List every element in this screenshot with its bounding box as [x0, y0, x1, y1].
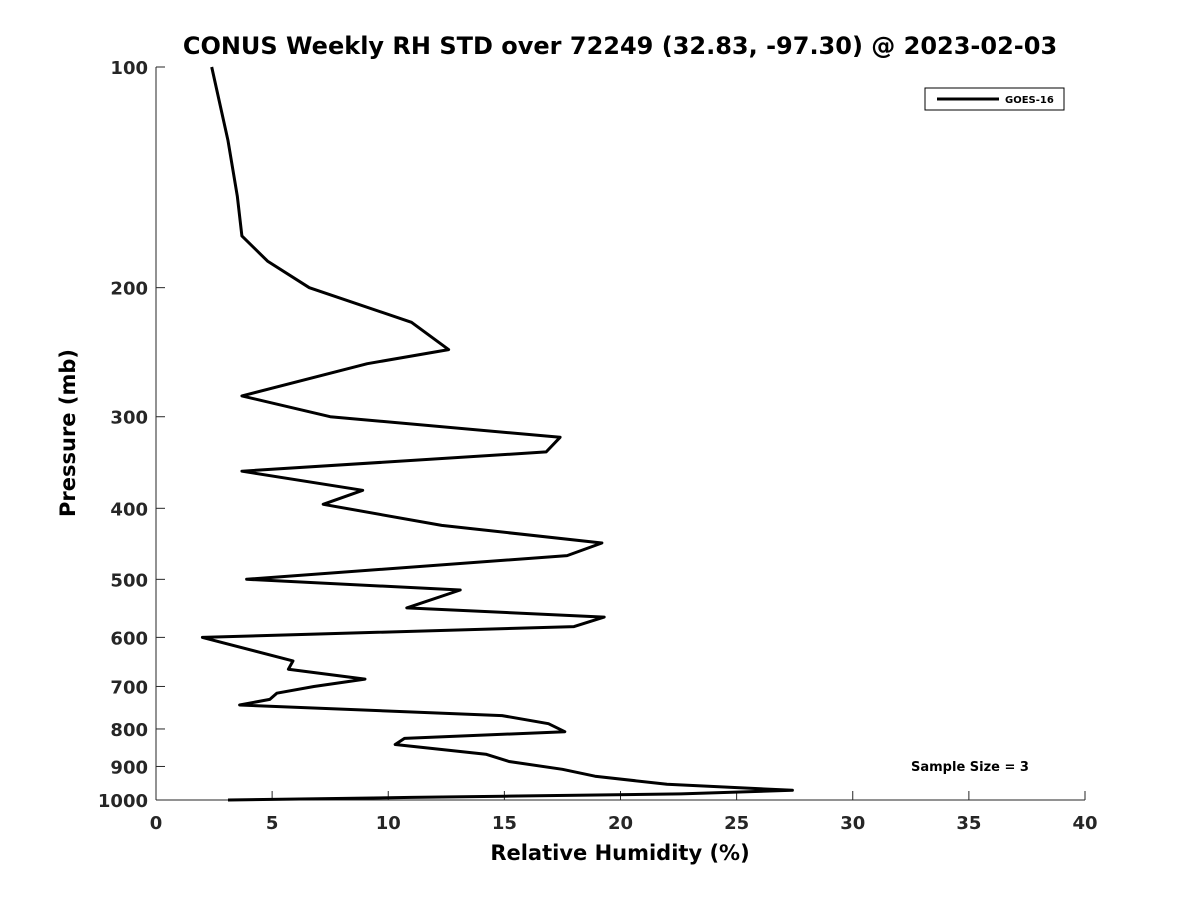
legend-label-goes-16: GOES-16: [1005, 95, 1054, 106]
series-line-goes-16: [200, 66, 794, 802]
y-tick-label: 400: [110, 499, 148, 520]
y-tick-label: 100: [110, 58, 148, 79]
y-axis-label: Pressure (mb): [56, 349, 80, 517]
x-tick-label: 35: [956, 813, 981, 834]
x-tick-label: 30: [840, 813, 865, 834]
y-tick-label: 200: [110, 279, 148, 300]
x-tick-label: 40: [1072, 813, 1097, 834]
y-tick-label: 600: [110, 628, 148, 649]
y-tick-label: 500: [110, 570, 148, 591]
legend: GOES-16: [924, 87, 1065, 111]
y-tick-label: 300: [110, 408, 148, 429]
chart-title: CONUS Weekly RH STD over 72249 (32.83, -…: [183, 32, 1057, 60]
y-tick-label: 900: [110, 757, 148, 778]
y-tick-label: 800: [110, 720, 148, 741]
x-tick-label: 0: [150, 813, 163, 834]
x-axis-label: Relative Humidity (%): [490, 841, 749, 865]
y-tick-label: 1000: [98, 791, 148, 812]
x-tick-label: 25: [724, 813, 749, 834]
plot-area: 0 5 10 15 20 25 30 35 40 100 200 300 400 500 600 700 800…: [98, 58, 1098, 834]
x-tick-label: 20: [608, 813, 633, 834]
x-tick-label: 5: [266, 813, 279, 834]
x-tick-label: 10: [376, 813, 401, 834]
sample-size-annotation: Sample Size = 3: [911, 760, 1029, 775]
x-tick-label: 15: [492, 813, 517, 834]
y-tick-label: 700: [110, 677, 148, 698]
